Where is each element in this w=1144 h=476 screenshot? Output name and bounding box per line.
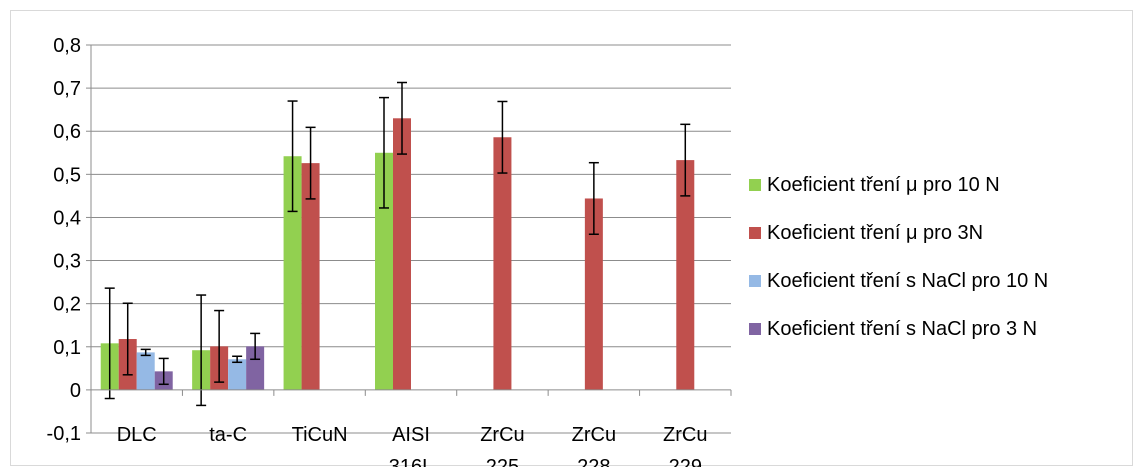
x-tick-label: 228 (577, 456, 610, 467)
x-tick-label: 229 (669, 456, 702, 467)
x-tick-label: ZrCu (572, 424, 616, 446)
bar (283, 156, 302, 390)
x-tick-label: ZrCu (663, 424, 707, 446)
y-tick-label: -0,1 (47, 423, 81, 445)
y-tick-label: 0 (70, 380, 81, 402)
x-tick-label: 225 (486, 456, 519, 467)
legend: Koeficient tření μ pro 10 N Koeficient t… (749, 161, 1048, 353)
bar (375, 152, 393, 390)
x-tick-label: AISI (392, 424, 430, 446)
y-tick-label: 0,3 (53, 251, 81, 273)
x-tick-label: DLC (117, 424, 157, 446)
x-tick-label: ta-C (209, 424, 247, 446)
bar (584, 198, 603, 390)
bars (100, 118, 695, 390)
x-axis (90, 389, 732, 396)
y-axis-ticks: -0,1 0 0,1 0,2 0,3 0,4 0,5 0,6 0,7 0,8 (47, 35, 92, 445)
y-tick-label: 0,7 (53, 78, 81, 100)
legend-swatch (749, 227, 761, 239)
bar (136, 352, 155, 390)
legend-label: Koeficient tření μ pro 10 N (767, 173, 1000, 196)
x-tick-label: TiCuN (292, 424, 348, 446)
legend-item: Koeficient tření μ pro 3N (749, 209, 1048, 257)
x-axis-ticks: DLC ta-C TiCuN AISI 316L ZrCu 225 ZrCu 228 ZrCu 22… (117, 424, 708, 467)
y-tick-label: 0,5 (53, 164, 81, 186)
legend-label: Koeficient tření s NaCl pro 3 N (767, 317, 1038, 340)
legend-swatch (749, 323, 761, 335)
legend-swatch (749, 275, 761, 287)
legend-item: Koeficient tření s NaCl pro 10 N (749, 257, 1048, 305)
legend-swatch (749, 179, 761, 191)
legend-item: Koeficient tření s NaCl pro 3 N (749, 305, 1048, 353)
bar (246, 346, 265, 390)
bar (393, 118, 411, 390)
chart-frame: -0,1 0 0,1 0,2 0,3 0,4 0,5 0,6 0,7 0,8 DLC ta-C TiC… (10, 10, 1133, 467)
y-tick-label: 0,2 (53, 294, 81, 316)
y-tick-label: 0,8 (53, 35, 81, 57)
bar (493, 137, 512, 390)
legend-item: Koeficient tření μ pro 10 N (749, 161, 1048, 209)
legend-label: Koeficient tření μ pro 3N (767, 221, 984, 244)
y-tick-label: 0,1 (53, 337, 81, 359)
legend-label: Koeficient tření s NaCl pro 10 N (767, 269, 1049, 292)
bar (228, 359, 247, 390)
bar (676, 160, 695, 390)
bar (301, 163, 320, 390)
x-tick-label: ZrCu (480, 424, 524, 446)
y-tick-label: 0,6 (53, 121, 81, 143)
x-tick-label: 316L (389, 456, 434, 467)
bar-chart: -0,1 0 0,1 0,2 0,3 0,4 0,5 0,6 0,7 0,8 DLC ta-C TiC… (47, 35, 732, 467)
y-tick-label: 0,4 (53, 207, 81, 229)
error-bars (104, 81, 691, 407)
